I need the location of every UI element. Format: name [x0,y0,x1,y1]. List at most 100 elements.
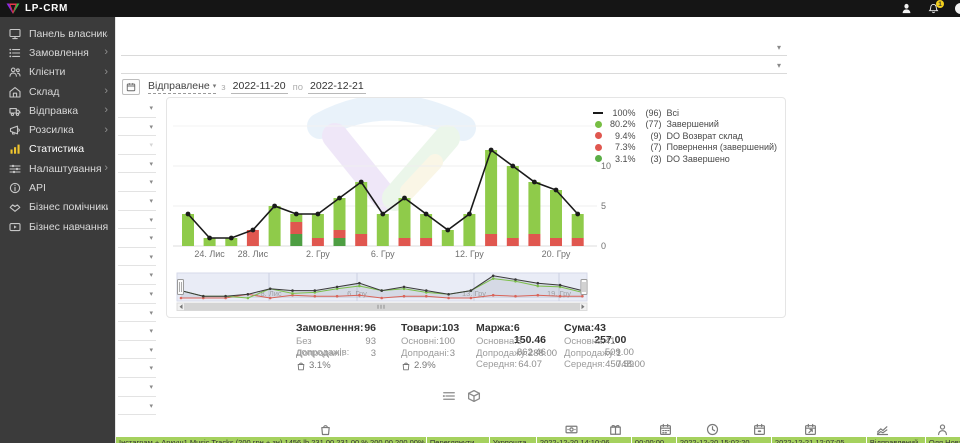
legend-item[interactable]: 7.3% (7) Повернення (завершений) [591,142,777,154]
list-view-icon[interactable] [442,389,456,403]
side-filter-select-9[interactable]: ▾ [118,248,156,267]
sidebar-item-business-helpers[interactable]: Бізнес помічники [0,198,115,217]
table-cell[interactable]: 2022-12-21 12:07:05 [771,437,866,443]
sidebar-item-mailing[interactable]: Розсилка › [0,120,115,139]
bar-segment[interactable] [550,238,562,246]
line-point[interactable] [207,235,212,241]
line-point[interactable] [272,203,277,209]
side-filter-select-10[interactable]: ▾ [118,266,156,285]
line-point[interactable] [488,147,494,153]
bar-segment[interactable] [441,230,454,246]
clock-icon[interactable] [706,423,719,436]
side-filter-select-8[interactable]: ▾ [118,229,156,248]
line-point[interactable] [510,163,516,169]
line-point[interactable] [228,235,234,241]
table-cell[interactable]: 00:00:00 [631,437,676,443]
line-point[interactable] [467,211,472,217]
calendar-day-icon[interactable] [753,423,766,436]
sidebar-item-settings[interactable]: Налаштування › [0,159,115,178]
table-cell[interactable]: Оля Нова [925,437,960,443]
bar-segment[interactable] [528,182,541,234]
side-filter-select-3[interactable]: ▾ [118,136,156,155]
bar-segment[interactable] [268,206,281,246]
line-point[interactable] [358,179,364,185]
bar-segment[interactable] [225,238,238,246]
side-filter-select-4[interactable]: ▾ [118,155,156,174]
bar-segment[interactable] [311,238,324,246]
line-point[interactable] [185,211,191,217]
side-filter-select-14[interactable]: ▾ [118,341,156,360]
bar-segment[interactable] [571,214,584,238]
bar-segment[interactable] [398,198,411,238]
bar-segment[interactable] [506,166,519,238]
calendar-export-icon[interactable] [804,423,817,436]
line-point[interactable] [532,179,537,185]
line-point[interactable] [315,211,321,217]
bar-segment[interactable] [528,234,541,246]
bar-segment[interactable] [333,238,346,246]
sidebar-item-owner-panel[interactable]: Панель власника [0,24,115,43]
bar-segment[interactable] [355,234,368,246]
calendar-picker-button[interactable] [122,79,140,95]
scrollbar-left-arrow[interactable] [179,304,183,310]
bar-segment[interactable] [355,182,368,234]
package-icon[interactable] [609,423,622,436]
sidebar-item-api[interactable]: API [0,178,115,197]
bar-segment[interactable] [463,214,476,246]
side-filter-select-15[interactable]: ▾ [118,359,156,378]
sidebar-item-statistics[interactable]: Статистика [0,140,115,159]
side-filter-select-6[interactable]: ▾ [118,192,156,211]
logo[interactable]: LP-CRM [0,3,68,15]
bar-segment[interactable] [290,234,303,246]
navigator-handle-left[interactable] [177,279,184,295]
scrollbar-thumb[interactable] [184,303,580,311]
bar-segment[interactable] [506,238,519,246]
line-point[interactable] [337,195,342,201]
line-point[interactable] [380,211,386,217]
legend-item[interactable]: 100% (96) Всі [591,107,777,119]
side-filter-select-7[interactable]: ▾ [118,211,156,230]
table-cell[interactable]: Відправлений [866,437,925,443]
sidebar-item-shipping[interactable]: Відправка › [0,101,115,120]
bar-segment[interactable] [485,234,498,246]
table-cell[interactable]: 2022-12-20 15:02:20 [676,437,771,443]
date-type-select[interactable]: Відправлене ▾ [148,80,217,94]
side-filter-select-17[interactable]: ▾ [118,397,156,416]
side-filter-select-1[interactable]: ▾ [118,99,156,118]
avatar[interactable] [955,3,960,14]
line-point[interactable] [575,211,581,217]
top-filter-select-2[interactable]: ▾ [121,58,787,74]
line-point[interactable] [423,211,429,217]
scrollbar-right-arrow[interactable] [581,304,585,310]
line-point[interactable] [250,227,256,233]
line-point[interactable] [553,187,559,193]
line-point[interactable] [293,211,299,217]
user-icon[interactable] [936,423,949,436]
sidebar-item-clients[interactable]: Клієнти › [0,63,115,82]
bar-segment[interactable] [333,198,346,230]
legend-item[interactable]: 80.2% (77) Завершений [591,119,777,131]
cube-icon[interactable] [467,389,481,403]
line-point[interactable] [402,195,407,201]
bar-segment[interactable] [485,150,498,234]
sidebar-item-orders[interactable]: Замовлення › [0,43,115,62]
line-point[interactable] [445,227,451,233]
calendar-icon[interactable] [659,423,672,436]
bar-segment[interactable] [571,238,584,246]
date-to-input[interactable]: 2022-12-21 [308,80,366,94]
bar-segment[interactable] [290,222,303,234]
bar-segment[interactable] [203,238,216,246]
table-cell[interactable]: Інстаграм + Аркуш1 Music Tracks (200 грн… [116,437,426,443]
sidebar-item-business-training[interactable]: Бізнес навчання [0,217,115,236]
bar-segment[interactable] [333,230,346,238]
bar-segment[interactable] [376,214,389,246]
date-from-input[interactable]: 2022-11-20 [230,80,288,94]
bag-icon[interactable] [319,423,332,436]
side-filter-select-16[interactable]: ▾ [118,378,156,397]
bar-segment[interactable] [420,238,433,246]
side-filter-select-2[interactable]: ▾ [118,118,156,137]
bar-segment[interactable] [246,230,259,246]
side-filter-select-11[interactable]: ▾ [118,285,156,304]
side-filter-select-5[interactable]: ▾ [118,173,156,192]
money-icon[interactable] [565,423,578,436]
